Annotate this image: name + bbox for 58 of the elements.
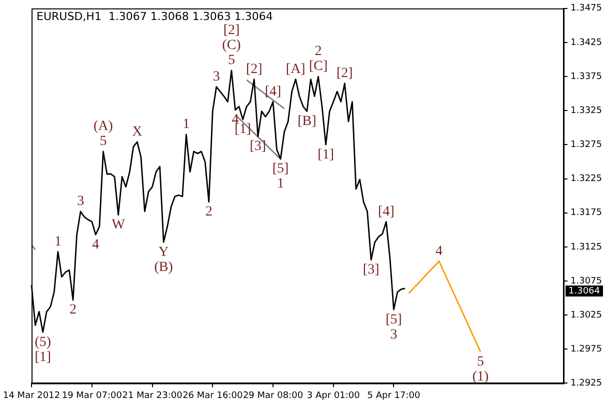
y-tick-label: 1.3225 <box>570 174 602 184</box>
annotation: (B) <box>154 260 174 275</box>
annotation: [1] <box>34 350 52 365</box>
x-tick-label: 3 Apr 01:00 <box>306 390 360 401</box>
annotation: X <box>132 124 142 140</box>
annotation: (1) <box>472 370 490 385</box>
x-tick-label: 14 Mar 2012 <box>3 390 60 401</box>
annotation: (A) <box>93 119 114 134</box>
y-tick-label: 1.3125 <box>570 242 602 252</box>
annotation: 2 <box>205 204 212 220</box>
chart-title: EURUSD,H1 1.3067 1.3068 1.3063 1.3064 <box>36 10 273 23</box>
x-tick-label: 5 Apr 17:00 <box>367 390 420 401</box>
annotation: 1 <box>182 117 190 132</box>
text: 1.3064 <box>568 286 600 296</box>
y-tick-label: 1.3375 <box>570 72 602 82</box>
annotation: [3] <box>362 262 380 278</box>
annotation: 5 <box>477 354 484 370</box>
annotation: 2 <box>70 302 77 318</box>
annotation: [1] <box>318 147 334 162</box>
annotation: [3] <box>250 139 266 154</box>
x-tick-label: 26 Mar 16:00 <box>182 390 243 401</box>
annotation: [4] <box>264 84 282 100</box>
y-tick-label: 1.3275 <box>570 140 602 150</box>
annotation: [5] <box>386 312 402 328</box>
annotation: [5] <box>272 162 289 177</box>
annotation: 3 <box>390 327 398 342</box>
y-tick-label: 1.3325 <box>570 106 602 116</box>
x-tick-label: 19 Mar 07:00 <box>62 390 122 401</box>
y-tick-label: 1.2925 <box>570 378 602 389</box>
annotation: 5 <box>228 53 235 68</box>
annotation: [2] <box>223 23 240 38</box>
x-tick-label: 29 Mar 08:00 <box>242 390 304 401</box>
annotation: W <box>112 218 126 233</box>
x-tick-label: 21 Mar 23:00 <box>122 390 183 401</box>
annotation: [2] <box>246 62 262 77</box>
annotation: 5 <box>100 134 107 150</box>
annotation: 2 <box>314 44 322 60</box>
y-tick-label: 1.3175 <box>570 208 602 218</box>
y-tick-label: 1.2975 <box>570 344 602 354</box>
annotation: 3 <box>212 69 220 84</box>
annotation: 1 <box>277 176 284 192</box>
annotation: [4] <box>378 204 394 220</box>
annotation: (5) <box>34 334 52 350</box>
annotation: [B] <box>298 114 316 129</box>
y-tick-label: 1.3025 <box>570 310 602 320</box>
annotation: Y <box>158 244 169 260</box>
annotation: 4 <box>436 244 443 259</box>
annotation: 3 <box>77 194 84 210</box>
y-tick-label: 1.3425 <box>570 38 602 48</box>
annotation: [A] <box>286 62 306 77</box>
annotation: 1 <box>54 234 62 250</box>
y-tick-label: 1.3475 <box>570 4 602 14</box>
annotation: [2] <box>336 66 353 82</box>
annotation: 4 <box>92 237 100 252</box>
annotation: [C] <box>308 59 328 74</box>
annotation: (C) <box>222 38 242 54</box>
y-tick-label: 1.3075 <box>570 276 602 286</box>
annotation: [1] <box>234 122 251 138</box>
